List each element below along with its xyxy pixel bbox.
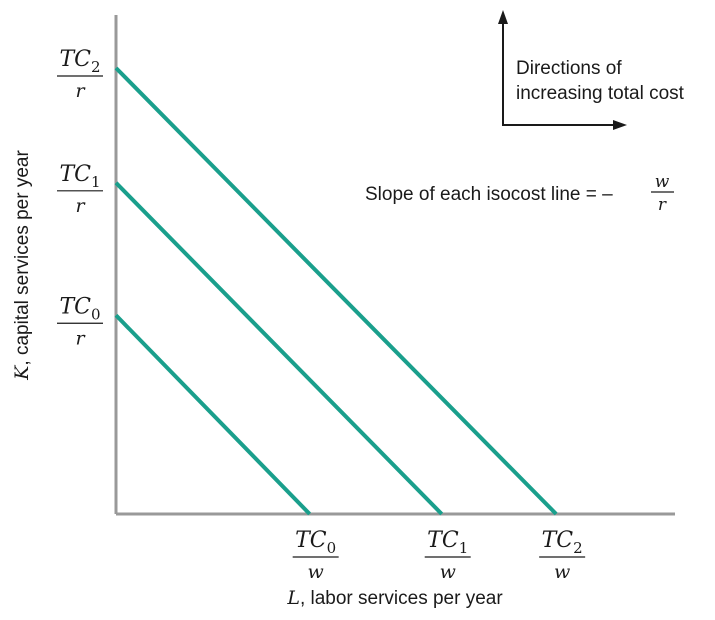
isocost-line-2 (114, 66, 558, 516)
y-tick-tc0-numerator: TC0 (59, 294, 100, 323)
up-arrowhead-icon (498, 10, 508, 24)
slope-numerator: w (655, 172, 670, 192)
y-axis-label: K, capital services per year (11, 150, 33, 381)
x-tick-tc0: TC0 w (292, 528, 339, 583)
x-tick-labels: TC0 w TC1 w TC2 w (292, 528, 586, 583)
slope-denominator: r (658, 195, 667, 215)
y-tick-tc0-denominator: r (75, 327, 86, 349)
right-arrowhead-icon (613, 120, 627, 130)
x-tick-tc2: TC2 w (539, 528, 586, 583)
slope-label: Slope of each isocost line = – (365, 184, 613, 205)
y-tick-labels: TC0 r TC1 r TC2 r (57, 47, 103, 349)
isocost-line-1 (114, 181, 444, 516)
directions-label-line1: Directions of (516, 58, 622, 79)
directions-label-line2: increasing total cost (516, 83, 685, 104)
slope-annotation: Slope of each isocost line = – w r (365, 172, 674, 215)
y-tick-tc2-numerator: TC2 (59, 47, 100, 76)
x-axis-label: L, labor services per year (286, 587, 503, 609)
isocost-line-0 (114, 313, 312, 516)
y-tick-tc2-denominator: r (75, 80, 86, 102)
axes (114, 15, 675, 516)
x-tick-tc0-denominator: w (308, 561, 324, 583)
directions-indicator: Directions of increasing total cost (498, 10, 685, 130)
isocost-lines (114, 66, 558, 516)
y-tick-tc2: TC2 r (57, 47, 103, 102)
y-tick-tc1-denominator: r (75, 195, 86, 217)
y-tick-tc0: TC0 r (57, 294, 103, 349)
x-tick-tc2-numerator: TC2 (542, 528, 583, 557)
y-tick-tc1-numerator: TC1 (59, 162, 100, 191)
x-tick-tc2-denominator: w (554, 561, 570, 583)
x-tick-tc1: TC1 w (424, 528, 471, 583)
y-tick-tc1: TC1 r (57, 162, 103, 217)
x-tick-tc1-numerator: TC1 (427, 528, 468, 557)
x-tick-tc0-numerator: TC0 (295, 528, 336, 557)
x-tick-tc1-denominator: w (440, 561, 456, 583)
